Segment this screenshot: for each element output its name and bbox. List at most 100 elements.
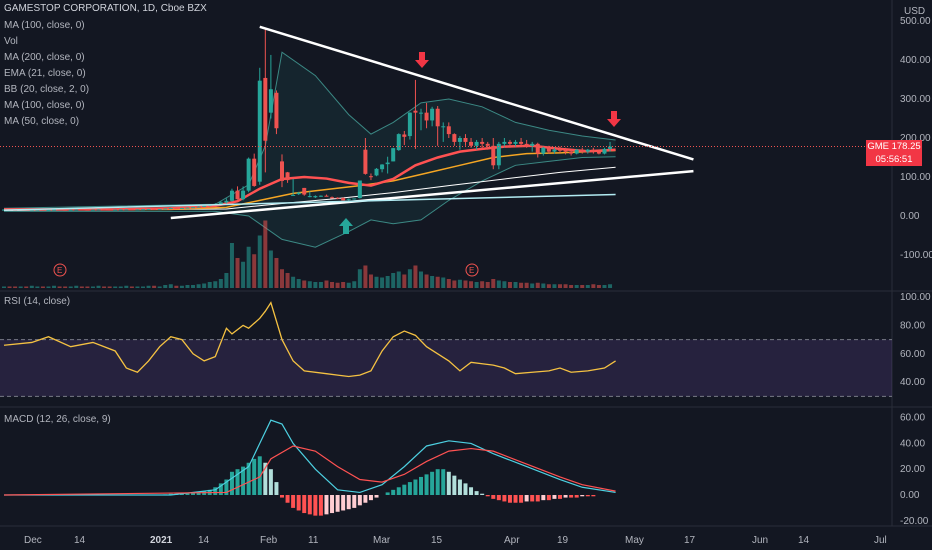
- macd-histogram-bar: [263, 462, 268, 495]
- volume-bar: [124, 285, 129, 288]
- volume-bar: [229, 243, 234, 288]
- volume-bar: [96, 285, 101, 288]
- volume-bar: [185, 285, 190, 288]
- study-ma50[interactable]: MA (50, close, 0): [4, 116, 80, 127]
- volume-bar: [374, 276, 379, 288]
- volume-bar: [135, 286, 140, 288]
- currency-label: USD: [904, 6, 926, 17]
- volume-bar: [524, 282, 529, 288]
- time-axis-label: May: [625, 535, 644, 546]
- rsi-axis-tick: 40.00: [900, 377, 925, 388]
- macd-histogram-bar: [591, 495, 596, 497]
- macd-histogram-bar: [268, 469, 273, 495]
- volume-bar: [452, 280, 457, 288]
- volume-bar: [46, 286, 51, 288]
- volume-bar: [357, 269, 362, 288]
- candle-body: [480, 141, 485, 144]
- earnings-marker-label: E: [57, 266, 62, 275]
- volume-bar: [35, 286, 40, 288]
- macd-histogram-bar: [274, 482, 279, 495]
- candle-body: [469, 141, 474, 146]
- candle-body: [85, 209, 90, 211]
- volume-bar: [324, 280, 329, 288]
- candle-body: [74, 209, 79, 211]
- bb-upper-line: [3, 51, 616, 209]
- candle-body: [307, 196, 312, 198]
- candle-body: [491, 145, 496, 166]
- study-ema21[interactable]: EMA (21, close, 0): [4, 68, 86, 79]
- rsi-axis-tick: 80.00: [900, 320, 925, 331]
- macd-histogram-bar: [246, 462, 251, 495]
- volume-bar: [18, 286, 23, 288]
- volume-bar: [302, 280, 307, 288]
- volume-bar: [335, 282, 340, 288]
- candle-body: [229, 190, 234, 201]
- candle-body: [90, 209, 95, 211]
- volume-bar: [146, 285, 151, 288]
- volume-bar: [296, 279, 301, 288]
- candle-body: [558, 149, 562, 151]
- candle-body: [274, 92, 279, 129]
- macd-histogram-bar: [352, 495, 357, 508]
- price-badge-countdown: 05:56:51: [866, 153, 922, 166]
- macd-histogram-bar: [541, 495, 546, 501]
- candle-body: [79, 209, 84, 211]
- study-vol[interactable]: Vol: [4, 36, 18, 47]
- macd-axis-tick: 20.00: [900, 464, 925, 475]
- candle-body: [569, 151, 574, 154]
- bb-lower-line: [4, 156, 616, 248]
- time-axis-label: Apr: [504, 535, 520, 546]
- candle-body: [191, 207, 196, 209]
- volume-bar: [218, 279, 223, 288]
- rsi-title[interactable]: RSI (14, close): [4, 296, 71, 307]
- macd-histogram-bar: [524, 495, 529, 502]
- candle-body: [385, 162, 390, 165]
- volume-bar: [102, 286, 107, 288]
- candle-body: [357, 180, 362, 199]
- study-bb[interactable]: BB (20, close, 2, 0): [4, 84, 90, 95]
- volume-bar: [496, 280, 501, 288]
- candle-body: [185, 207, 190, 209]
- volume-bar: [535, 282, 540, 288]
- macd-histogram-bar: [330, 495, 335, 514]
- time-axis-label: 17: [684, 535, 696, 546]
- down-arrow-1: [415, 52, 429, 68]
- volume-bar: [608, 284, 613, 288]
- candle-body: [402, 134, 407, 137]
- candle-body: [202, 205, 207, 207]
- candle-body: [585, 149, 590, 152]
- macd-histogram-bar: [424, 474, 429, 495]
- study-ma200[interactable]: MA (200, close, 0): [4, 52, 85, 63]
- volume-bar: [402, 274, 407, 288]
- earnings-marker-circle: [465, 263, 479, 277]
- volume-bar: [241, 261, 246, 288]
- badge-price: 178.25: [891, 141, 921, 152]
- candle-body: [391, 148, 396, 162]
- macd-histogram-bar: [252, 458, 257, 495]
- macd-histogram-bar: [463, 483, 468, 495]
- macd-histogram-bar: [446, 471, 451, 495]
- volume-bar: [40, 286, 45, 288]
- study-ma100[interactable]: MA (100, close, 0): [4, 20, 85, 31]
- macd-histogram-bar: [585, 495, 590, 497]
- study-ma100-b[interactable]: MA (100, close, 0): [4, 100, 85, 111]
- volume-bar: [580, 285, 585, 288]
- macd-histogram-bar: [385, 492, 390, 495]
- price-axis-tick: -100.00: [900, 250, 932, 261]
- macd-histogram-bar: [469, 487, 474, 495]
- candle-body: [396, 134, 401, 151]
- rsi-axis-tick: 100.00: [900, 292, 931, 303]
- volume-bar: [235, 258, 240, 288]
- volume-bar: [346, 282, 351, 288]
- volume-bar: [385, 276, 390, 288]
- volume-bar: [2, 286, 6, 288]
- macd-title[interactable]: MACD (12, 26, close, 9): [4, 414, 111, 425]
- down-arrow-2: [607, 111, 621, 127]
- volume-bar: [457, 279, 462, 288]
- volume-bar: [435, 276, 440, 288]
- candle-body: [40, 209, 45, 211]
- candle-body: [330, 197, 335, 199]
- candle-body: [413, 110, 418, 113]
- candle-body: [113, 209, 118, 211]
